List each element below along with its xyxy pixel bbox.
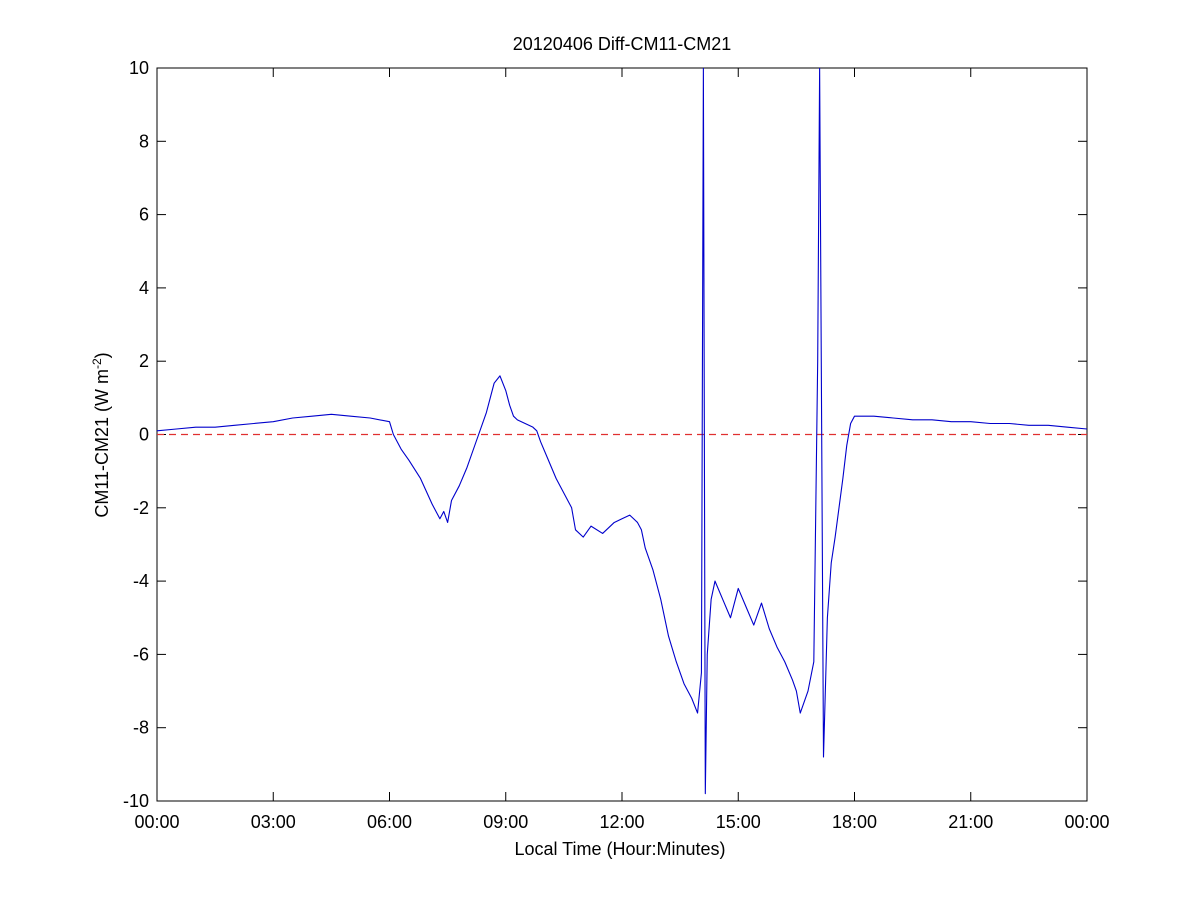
y-tick-label: 2 [139, 351, 149, 371]
y-axis-label: CM11-CM21 (W m-2) [90, 352, 112, 517]
y-tick-label: 8 [139, 131, 149, 151]
y-tick-label: 10 [129, 58, 149, 78]
y-axis-label-main: CM11-CM21 (W m [92, 369, 112, 518]
axis-ticks: 00:00 03:00 06:00 09:00 12:00 15:00 18:00 21:00… [123, 58, 1110, 832]
x-tick-label: 00:00 [134, 812, 179, 832]
x-tick-label: 18:00 [832, 812, 877, 832]
x-axis-label: Local Time (Hour:Minutes) [514, 839, 725, 859]
y-tick-label: 4 [139, 278, 149, 298]
x-tick-label: 12:00 [599, 812, 644, 832]
x-tick-label: 21:00 [948, 812, 993, 832]
data-layer [157, 68, 1087, 795]
x-tick-label: 09:00 [483, 812, 528, 832]
y-tick-label: 6 [139, 205, 149, 225]
y-axis-label-close: ) [92, 352, 112, 358]
y-tick-label: 0 [139, 425, 149, 445]
y-tick-label: -2 [133, 498, 149, 518]
y-tick-label: -4 [133, 571, 149, 591]
x-tick-label: 00:00 [1064, 812, 1109, 832]
y-axis-label-superscript: -2 [90, 358, 104, 369]
y-tick-label: -8 [133, 718, 149, 738]
series-line [157, 68, 1087, 795]
x-tick-label: 06:00 [367, 812, 412, 832]
chart-title: 20120406 Diff-CM11-CM21 [513, 34, 731, 54]
x-tick-label: 15:00 [716, 812, 761, 832]
y-tick-label: -10 [123, 791, 149, 811]
y-tick-label: -6 [133, 644, 149, 664]
plot-area [156, 67, 1088, 802]
x-tick-label: 03:00 [251, 812, 296, 832]
